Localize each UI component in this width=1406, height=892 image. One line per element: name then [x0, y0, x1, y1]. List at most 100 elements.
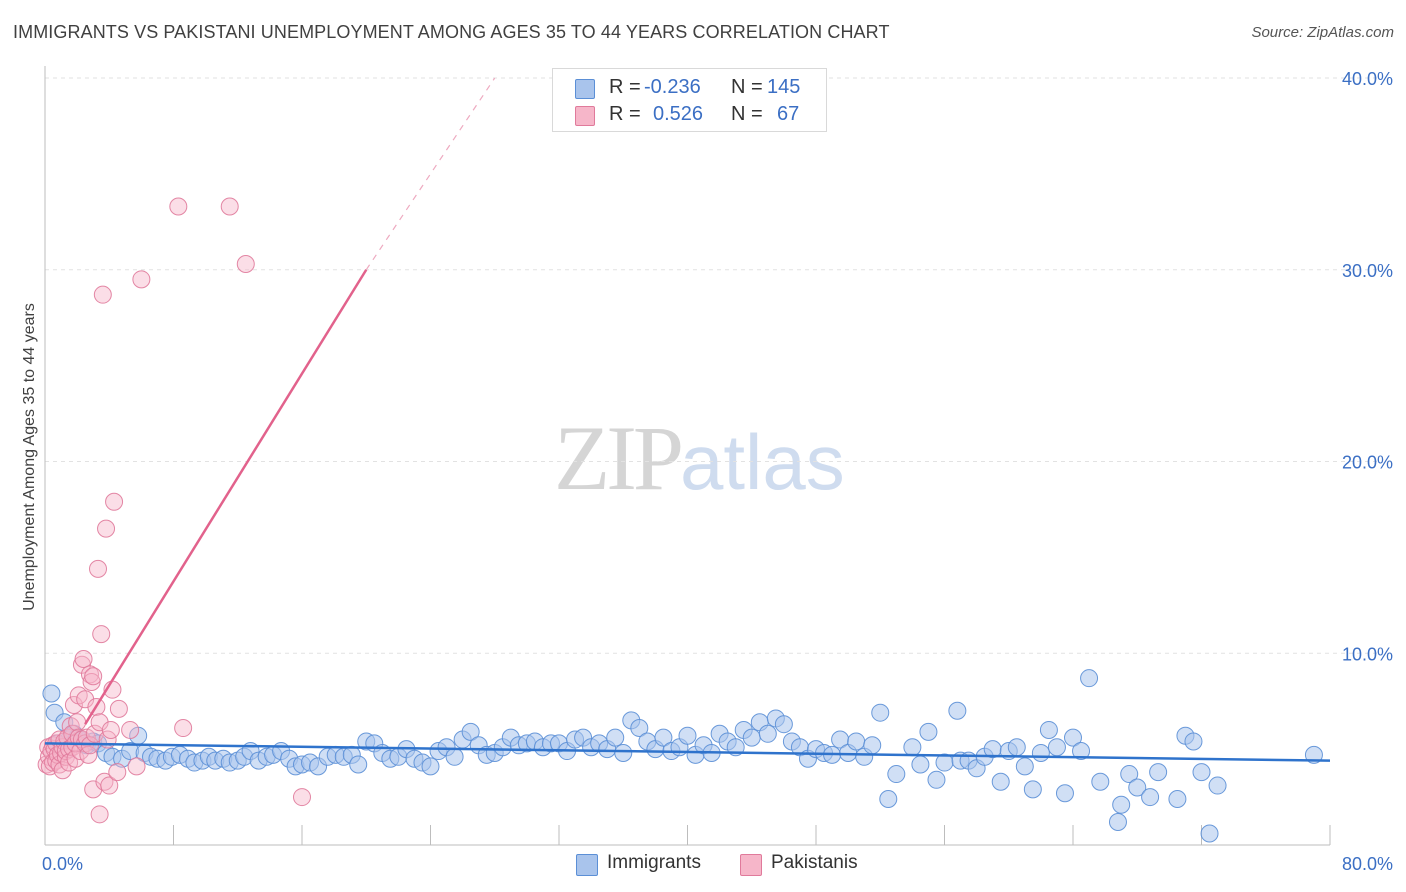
pakistanis-point — [92, 625, 111, 644]
immigrants-point — [919, 722, 938, 741]
immigrants-point — [1023, 780, 1042, 799]
pakistanis-point — [236, 254, 255, 273]
pakistanis-point — [68, 713, 87, 732]
pakistanis-point — [169, 197, 188, 216]
pakistanis-trend-line — [84, 269, 368, 725]
legend-row-immigrants: R = -0.236 N = 145 — [553, 75, 826, 101]
r-label: R = — [609, 103, 641, 125]
pakistanis-point — [293, 788, 311, 807]
y-tick-label: 30.0% — [1342, 261, 1393, 281]
x-tick-label: 0.0% — [42, 854, 83, 874]
pakistanis-legend-swatch — [740, 854, 762, 876]
immigrants-point — [903, 738, 922, 757]
immigrants-point — [1200, 824, 1219, 843]
trend-lines — [44, 77, 1331, 762]
immigrants-point — [847, 732, 866, 751]
immigrants-point — [606, 728, 625, 747]
pakistanis-n-value: 67 — [777, 103, 800, 125]
immigrants-point — [678, 726, 697, 745]
immigrants-point — [1149, 763, 1168, 782]
immigrants-point — [927, 770, 946, 789]
immigrants-point — [614, 743, 633, 762]
immigrants-point — [1112, 795, 1131, 814]
immigrants-point — [1091, 772, 1110, 791]
pakistanis-point — [80, 665, 99, 684]
chart-title: IMMIGRANTS VS PAKISTANI UNEMPLOYMENT AMO… — [13, 22, 890, 42]
immigrants-point — [871, 703, 890, 722]
immigrants-point — [1184, 732, 1203, 751]
axes — [44, 66, 1331, 846]
pakistanis-point — [53, 761, 72, 780]
immigrants-point — [948, 701, 967, 720]
pakistanis-points — [37, 197, 311, 824]
pakistanis-point — [79, 745, 98, 764]
pakistanis-point — [132, 270, 151, 289]
immigrants-point — [879, 789, 898, 808]
pakistanis-point — [89, 559, 108, 578]
immigrants-point — [742, 728, 761, 747]
r-label: R = — [609, 76, 641, 98]
immigrants-point — [1128, 778, 1147, 797]
pakistanis-point — [100, 776, 119, 795]
immigrants-points — [42, 669, 1323, 843]
immigrants-point — [1080, 669, 1099, 688]
pakistanis-point — [90, 805, 109, 824]
pakistanis-point — [74, 650, 93, 669]
x-tick-label: 80.0% — [1342, 854, 1393, 874]
pakistanis-point — [220, 197, 239, 216]
pakistanis-point — [105, 492, 124, 511]
immigrants-point — [349, 755, 368, 774]
pakistanis-swatch — [575, 106, 595, 126]
pakistanis-point — [108, 763, 127, 782]
pakistanis-point — [101, 720, 120, 739]
y-tick-label: 40.0% — [1342, 69, 1393, 89]
tick-labels: 10.0% 20.0% 30.0% 40.0% 0.0% 80.0% — [42, 69, 1393, 874]
immigrants-point — [654, 728, 673, 747]
immigrants-point — [1015, 757, 1034, 776]
immigrants-point — [1072, 742, 1091, 761]
immigrants-point — [863, 736, 882, 755]
immigrants-point — [1192, 763, 1211, 782]
immigrants-point — [461, 722, 480, 741]
pakistanis-point — [93, 285, 112, 304]
pakistanis-point — [121, 720, 140, 739]
immigrants-point — [1168, 789, 1187, 808]
y-tick-label: 10.0% — [1342, 644, 1393, 664]
pakistanis-point — [109, 699, 128, 718]
pakistanis-point — [127, 757, 146, 776]
immigrants-n-value: 145 — [767, 76, 801, 98]
watermark: ZIPatlas — [554, 405, 845, 511]
watermark-zip: ZIP — [554, 407, 684, 509]
immigrants-point — [774, 715, 793, 734]
pakistanis-trend-extension — [365, 77, 496, 271]
immigrants-legend-label: Immigrants — [607, 852, 701, 873]
legend-row-pakistanis: R = 0.526 N = 67 — [553, 102, 826, 128]
stats-legend: R = -0.236 N = 145 R = 0.526 N = 67 — [552, 68, 827, 132]
immigrants-point — [1007, 738, 1026, 757]
immigrants-point — [42, 684, 61, 703]
watermark-atlas: atlas — [680, 418, 845, 506]
y-tick-label: 20.0% — [1342, 453, 1393, 473]
immigrants-point — [1120, 765, 1139, 784]
immigrants-point — [911, 755, 930, 774]
immigrants-point — [1141, 788, 1160, 807]
immigrants-point — [445, 747, 464, 766]
immigrants-point — [421, 757, 440, 776]
source-label[interactable]: Source: ZipAtlas.com — [1251, 24, 1394, 41]
pakistanis-point — [97, 519, 116, 538]
immigrants-point — [630, 719, 649, 738]
n-label: N = — [731, 76, 763, 98]
immigrants-trend-line — [44, 742, 1331, 762]
immigrants-point — [1208, 776, 1227, 795]
pakistanis-point — [174, 719, 193, 738]
immigrants-point — [991, 772, 1010, 791]
immigrants-legend-swatch — [576, 854, 598, 876]
grid-lines — [45, 77, 1380, 654]
immigrants-swatch — [575, 79, 595, 99]
immigrants-point — [1047, 738, 1066, 757]
pakistanis-legend-label: Pakistanis — [771, 852, 858, 873]
immigrants-point — [1064, 728, 1082, 747]
immigrants-point — [1055, 784, 1074, 803]
immigrants-r-value: -0.236 — [644, 76, 701, 98]
